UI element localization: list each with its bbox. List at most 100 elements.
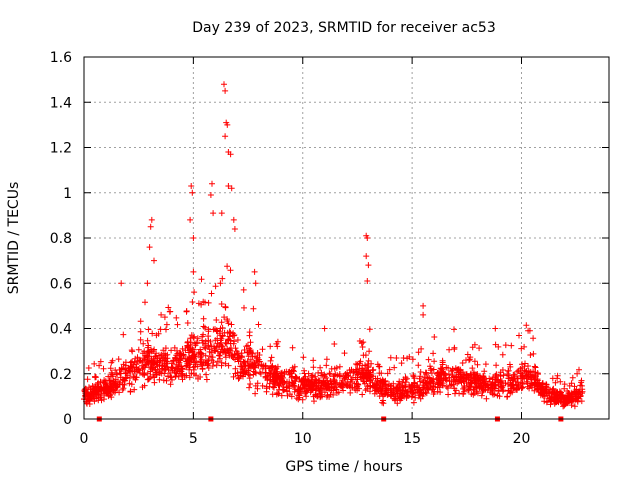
data-point — [399, 390, 406, 397]
data-point — [310, 364, 317, 371]
data-point — [364, 278, 371, 284]
data-point — [308, 372, 315, 379]
data-point — [200, 323, 207, 330]
data-point — [152, 367, 159, 374]
data-point — [519, 373, 526, 380]
data-point — [471, 384, 478, 391]
data-point — [137, 336, 144, 343]
data-point — [127, 388, 134, 395]
data-point — [397, 395, 404, 402]
data-point — [335, 389, 342, 396]
data-point — [210, 210, 217, 217]
y-tick-label: 1.2 — [50, 141, 72, 157]
data-point — [165, 366, 172, 373]
data-point — [459, 360, 466, 366]
data-point — [127, 363, 134, 370]
data-point — [379, 399, 386, 406]
data-point — [187, 216, 194, 223]
data-point — [101, 392, 108, 399]
data-point — [135, 346, 142, 353]
data-point — [340, 381, 347, 388]
data-point — [394, 384, 401, 390]
data-point — [324, 392, 331, 399]
data-point — [251, 268, 258, 275]
data-point — [131, 359, 138, 366]
data-point — [237, 369, 244, 375]
data-point — [428, 370, 435, 377]
data-point — [135, 367, 142, 374]
data-point — [190, 268, 197, 275]
data-point — [244, 349, 251, 355]
data-point — [161, 314, 168, 321]
data-point — [427, 363, 433, 370]
data-point — [359, 391, 366, 398]
data-point — [146, 244, 153, 251]
data-point — [571, 383, 578, 390]
data-point — [163, 321, 170, 328]
data-point — [494, 392, 501, 399]
data-point — [554, 393, 560, 400]
data-point — [192, 342, 199, 349]
data-point — [327, 371, 334, 378]
data-point — [366, 348, 373, 355]
data-point — [386, 366, 393, 373]
data-point — [219, 343, 226, 350]
data-point — [451, 346, 458, 353]
data-point — [179, 376, 186, 383]
data-point — [423, 380, 430, 387]
data-point — [190, 235, 197, 241]
data-point — [88, 390, 95, 397]
data-point — [473, 385, 480, 392]
data-point — [328, 365, 335, 372]
data-point — [365, 363, 372, 369]
data-point — [252, 390, 259, 397]
data-point — [493, 362, 500, 369]
data-point — [84, 400, 90, 407]
data-point — [574, 370, 581, 377]
data-point — [345, 382, 352, 388]
data-point — [218, 319, 225, 326]
data-point — [525, 327, 532, 334]
data-point — [431, 358, 438, 365]
data-point — [492, 325, 499, 332]
data-point — [310, 357, 317, 364]
data-point — [203, 371, 210, 378]
data-point — [85, 365, 92, 371]
data-point — [139, 362, 145, 369]
data-point — [391, 395, 398, 402]
data-point — [506, 375, 513, 382]
data-point — [436, 369, 443, 375]
data-point — [321, 325, 328, 332]
data-point — [109, 357, 116, 364]
data-point — [471, 390, 478, 397]
data-point — [95, 392, 102, 399]
data-point — [131, 386, 138, 393]
data-point — [189, 189, 196, 196]
data-point — [367, 383, 374, 390]
data-point — [364, 375, 371, 382]
data-point — [145, 326, 152, 333]
data-point — [290, 380, 297, 387]
data-point — [124, 372, 131, 379]
data-point — [451, 326, 457, 333]
data-point — [317, 393, 324, 400]
data-point — [139, 350, 146, 357]
data-point — [465, 387, 471, 394]
data-point — [272, 380, 279, 387]
data-point — [566, 397, 573, 404]
data-point — [151, 257, 157, 264]
data-point — [194, 339, 200, 346]
data-point — [295, 383, 302, 390]
data-point — [244, 349, 251, 356]
data-point — [218, 362, 225, 369]
data-point — [91, 398, 98, 405]
data-point — [235, 355, 242, 362]
data-point — [147, 223, 154, 230]
data-point — [364, 235, 371, 241]
data-point — [408, 388, 415, 395]
data-point — [200, 315, 207, 322]
data-point — [366, 326, 373, 333]
data-point — [475, 381, 482, 388]
data-point — [275, 390, 282, 397]
data-point — [121, 377, 127, 383]
